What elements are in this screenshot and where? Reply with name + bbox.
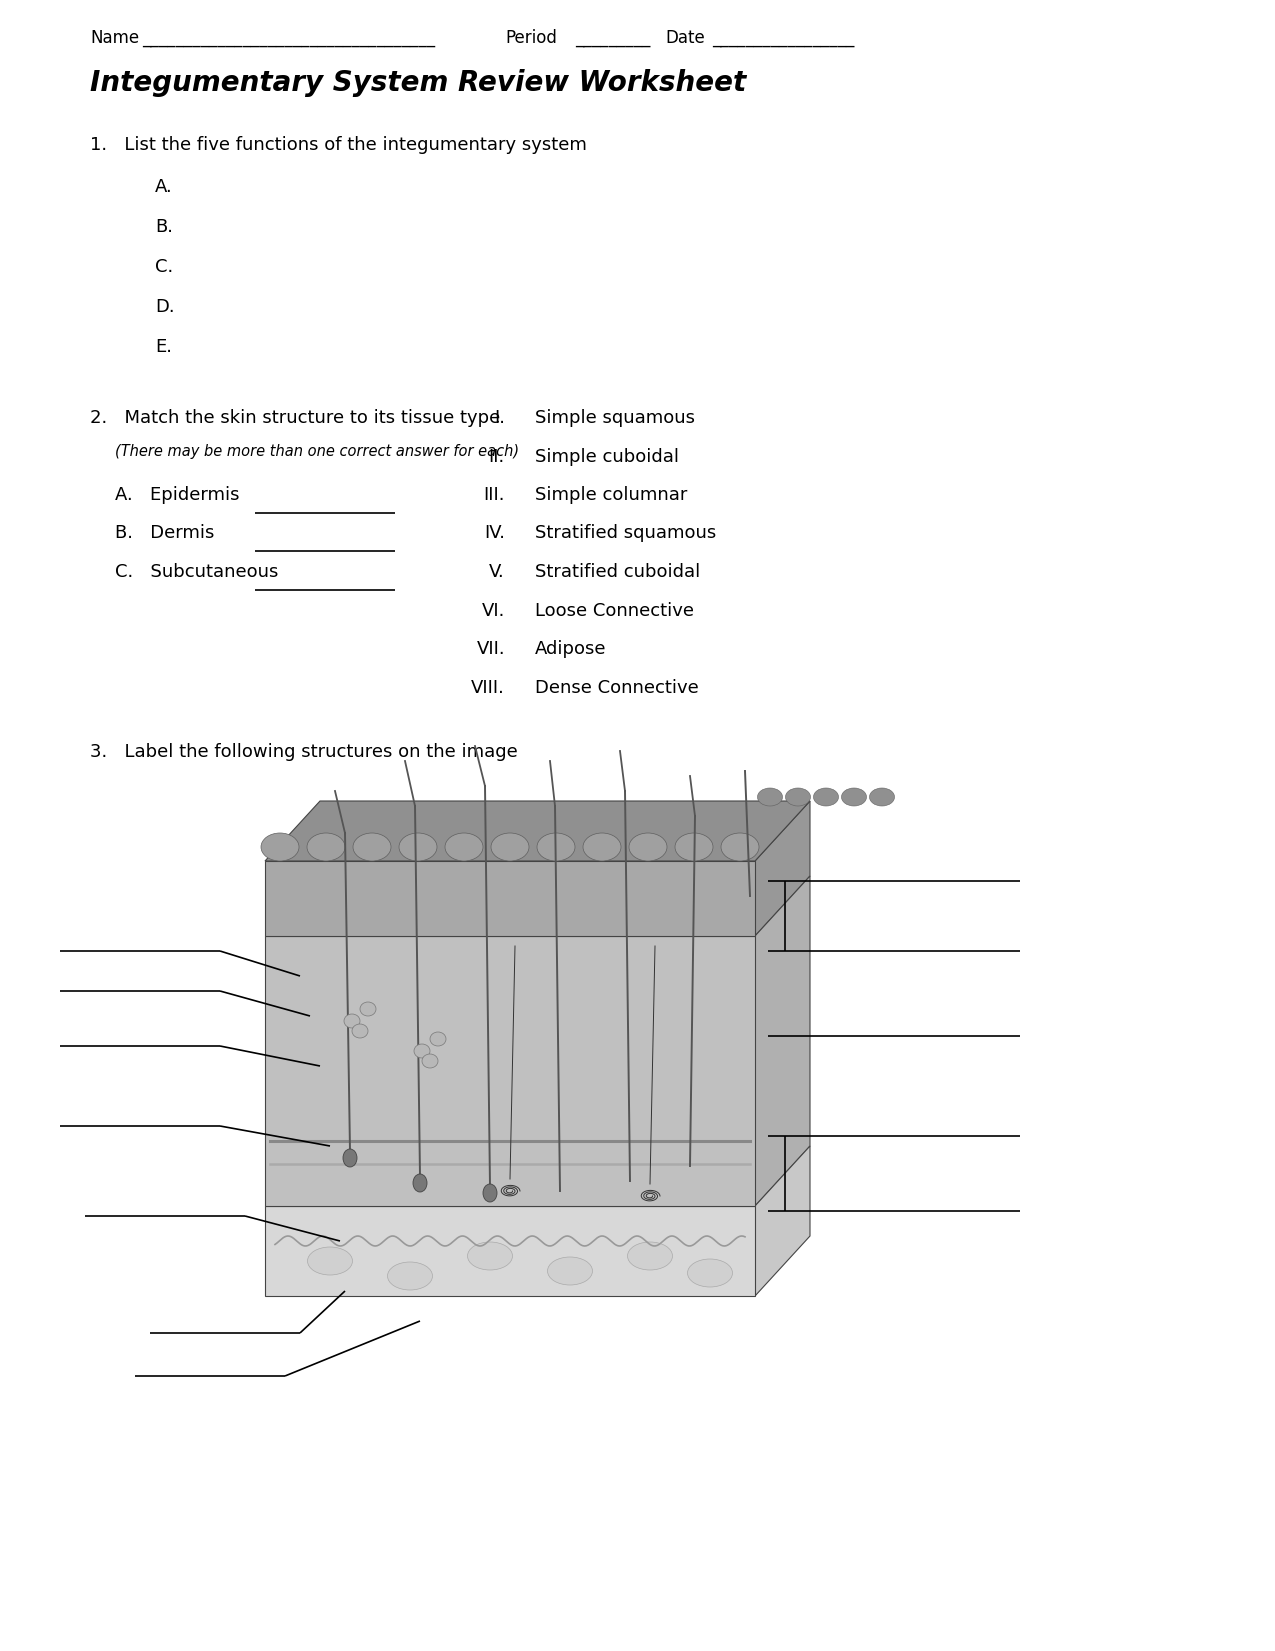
Ellipse shape bbox=[813, 788, 839, 806]
Text: IV.: IV. bbox=[484, 525, 505, 543]
Ellipse shape bbox=[547, 1256, 593, 1284]
Text: E.: E. bbox=[156, 338, 172, 357]
Text: Adipose: Adipose bbox=[536, 641, 607, 659]
Text: B.: B. bbox=[156, 218, 173, 236]
Polygon shape bbox=[265, 936, 755, 1205]
Ellipse shape bbox=[261, 834, 300, 862]
Ellipse shape bbox=[307, 834, 346, 862]
Polygon shape bbox=[755, 1146, 810, 1296]
Text: Simple squamous: Simple squamous bbox=[536, 409, 695, 428]
Text: Integumentary System Review Worksheet: Integumentary System Review Worksheet bbox=[91, 69, 746, 97]
Text: D.: D. bbox=[156, 297, 175, 315]
Ellipse shape bbox=[629, 834, 667, 862]
Ellipse shape bbox=[388, 1261, 432, 1289]
Ellipse shape bbox=[491, 834, 529, 862]
Polygon shape bbox=[265, 1205, 755, 1296]
Text: B.   Dermis: B. Dermis bbox=[115, 525, 214, 543]
Ellipse shape bbox=[414, 1043, 430, 1058]
Ellipse shape bbox=[468, 1242, 513, 1270]
Polygon shape bbox=[265, 801, 810, 862]
Text: C.: C. bbox=[156, 258, 173, 276]
Text: Stratified cuboidal: Stratified cuboidal bbox=[536, 563, 700, 581]
Text: VIII.: VIII. bbox=[472, 679, 505, 697]
Ellipse shape bbox=[360, 1002, 376, 1015]
Text: A.   Epidermis: A. Epidermis bbox=[115, 485, 240, 504]
Text: V.: V. bbox=[490, 563, 505, 581]
Ellipse shape bbox=[307, 1247, 352, 1275]
Polygon shape bbox=[265, 862, 755, 936]
Text: VII.: VII. bbox=[477, 641, 505, 659]
Ellipse shape bbox=[687, 1260, 733, 1288]
Text: III.: III. bbox=[483, 485, 505, 504]
Ellipse shape bbox=[344, 1014, 360, 1029]
Text: Period: Period bbox=[505, 30, 557, 46]
Text: (There may be more than one correct answer for each): (There may be more than one correct answ… bbox=[115, 444, 519, 459]
Text: Simple cuboidal: Simple cuboidal bbox=[536, 447, 680, 466]
Ellipse shape bbox=[627, 1242, 672, 1270]
Text: Dense Connective: Dense Connective bbox=[536, 679, 699, 697]
Text: I.: I. bbox=[493, 409, 505, 428]
Polygon shape bbox=[755, 877, 810, 1205]
Text: 3.   Label the following structures on the image: 3. Label the following structures on the… bbox=[91, 743, 518, 761]
Polygon shape bbox=[755, 801, 810, 936]
Text: Name: Name bbox=[91, 30, 139, 46]
Ellipse shape bbox=[445, 834, 483, 862]
Ellipse shape bbox=[870, 788, 895, 806]
Text: Loose Connective: Loose Connective bbox=[536, 601, 694, 619]
Ellipse shape bbox=[674, 834, 713, 862]
Text: _________________: _________________ bbox=[711, 30, 854, 46]
Text: Simple columnar: Simple columnar bbox=[536, 485, 687, 504]
Ellipse shape bbox=[343, 1149, 357, 1167]
Ellipse shape bbox=[430, 1032, 446, 1047]
Text: _________: _________ bbox=[575, 30, 650, 46]
Ellipse shape bbox=[720, 834, 759, 862]
Text: II.: II. bbox=[488, 447, 505, 466]
Ellipse shape bbox=[842, 788, 867, 806]
Ellipse shape bbox=[483, 1184, 497, 1202]
Text: Stratified squamous: Stratified squamous bbox=[536, 525, 717, 543]
Ellipse shape bbox=[785, 788, 811, 806]
Text: 2.   Match the skin structure to its tissue type: 2. Match the skin structure to its tissu… bbox=[91, 409, 500, 428]
Text: C.   Subcutaneous: C. Subcutaneous bbox=[115, 563, 278, 581]
Ellipse shape bbox=[399, 834, 437, 862]
Ellipse shape bbox=[352, 1024, 368, 1038]
Text: ___________________________________: ___________________________________ bbox=[142, 30, 435, 46]
Ellipse shape bbox=[757, 788, 783, 806]
Ellipse shape bbox=[353, 834, 391, 862]
Text: Date: Date bbox=[666, 30, 705, 46]
Ellipse shape bbox=[413, 1174, 427, 1192]
Text: VI.: VI. bbox=[482, 601, 505, 619]
Text: A.: A. bbox=[156, 178, 172, 196]
Ellipse shape bbox=[583, 834, 621, 862]
Text: 1.   List the five functions of the integumentary system: 1. List the five functions of the integu… bbox=[91, 135, 586, 154]
Ellipse shape bbox=[537, 834, 575, 862]
Ellipse shape bbox=[422, 1053, 439, 1068]
